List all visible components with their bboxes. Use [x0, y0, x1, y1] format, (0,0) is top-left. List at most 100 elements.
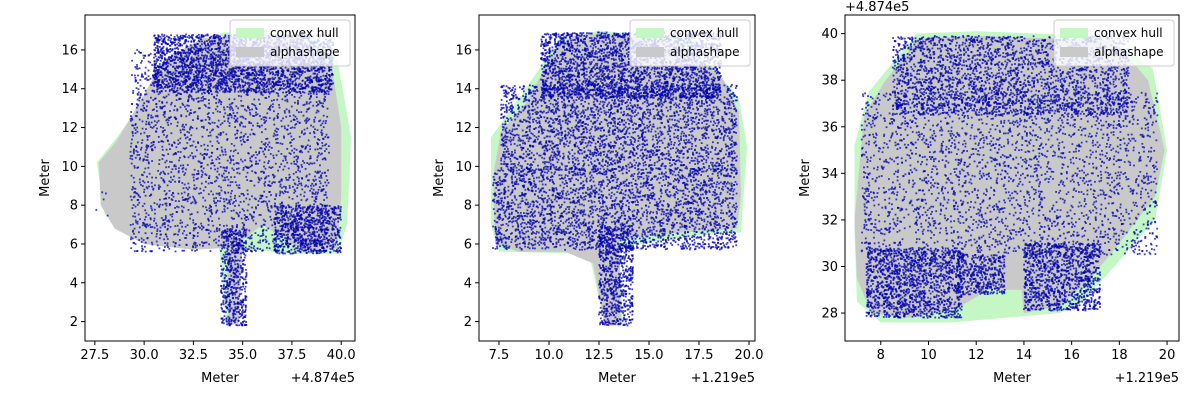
data-point	[146, 223, 149, 226]
data-point	[151, 149, 153, 152]
data-point	[199, 71, 202, 73]
data-point	[157, 186, 160, 189]
data-point	[153, 67, 156, 69]
data-point	[179, 137, 182, 140]
data-point	[215, 84, 217, 87]
data-point	[240, 217, 243, 220]
data-point	[249, 74, 252, 77]
data-point	[130, 199, 133, 201]
data-point	[170, 49, 173, 52]
data-point	[280, 74, 283, 77]
data-point	[320, 129, 323, 132]
data-point	[242, 227, 245, 230]
data-point	[177, 233, 179, 236]
data-point	[164, 193, 167, 196]
data-point	[175, 89, 178, 92]
data-point	[158, 63, 161, 65]
data-point	[303, 191, 306, 194]
data-point	[252, 124, 254, 127]
data-point	[154, 55, 157, 58]
data-point	[297, 101, 299, 104]
data-point	[102, 198, 105, 201]
data-point	[275, 127, 278, 130]
data-point	[195, 91, 198, 94]
data-point	[193, 242, 195, 245]
data-point	[168, 204, 171, 207]
data-point	[326, 196, 328, 199]
data-point	[162, 105, 164, 108]
data-point	[226, 139, 229, 141]
data-point	[239, 89, 242, 92]
data-point	[147, 69, 150, 72]
data-point	[306, 108, 309, 111]
data-point	[323, 69, 326, 72]
data-point	[159, 54, 162, 57]
data-point	[201, 82, 203, 85]
data-point	[186, 164, 189, 166]
data-point	[134, 156, 137, 159]
data-point	[156, 65, 159, 67]
data-point	[317, 154, 320, 157]
data-point	[156, 88, 158, 91]
data-point	[143, 181, 146, 184]
data-point	[245, 74, 248, 77]
data-point	[271, 182, 273, 185]
data-point	[138, 178, 141, 181]
data-point	[193, 228, 196, 230]
data-point	[200, 36, 203, 38]
data-point	[222, 153, 225, 156]
data-point	[150, 96, 152, 99]
data-point	[140, 241, 143, 243]
data-point	[209, 131, 212, 134]
data-point	[140, 61, 142, 64]
data-point	[202, 196, 205, 199]
data-point	[149, 218, 152, 221]
data-point	[190, 34, 193, 37]
data-point	[157, 75, 160, 78]
data-point	[234, 71, 237, 74]
data-point	[318, 78, 320, 80]
data-point	[179, 65, 181, 68]
data-point	[169, 44, 171, 47]
data-point	[272, 103, 274, 106]
data-point	[251, 250, 253, 253]
data-point	[272, 78, 274, 81]
data-point	[273, 78, 276, 80]
data-point	[294, 79, 296, 82]
data-point	[185, 40, 188, 42]
data-point	[242, 116, 245, 119]
data-point	[296, 69, 299, 71]
data-point	[199, 227, 201, 229]
data-point	[180, 59, 183, 62]
data-point	[273, 175, 276, 178]
data-point	[150, 181, 153, 184]
data-point	[241, 68, 244, 71]
data-point	[172, 58, 175, 61]
data-point	[181, 225, 183, 228]
data-point	[259, 115, 261, 117]
data-point	[156, 110, 158, 112]
data-point	[295, 91, 298, 93]
data-point	[163, 133, 165, 136]
data-point	[136, 49, 139, 51]
data-point	[197, 60, 200, 63]
data-point	[197, 39, 200, 42]
data-point	[243, 228, 246, 231]
data-point	[151, 243, 154, 246]
data-point	[192, 237, 195, 239]
data-point	[306, 67, 309, 70]
data-point	[314, 72, 316, 75]
data-point	[275, 154, 278, 157]
data-point	[257, 204, 259, 206]
data-point	[264, 148, 266, 151]
data-point	[231, 248, 234, 250]
data-point	[298, 90, 301, 93]
data-point	[153, 125, 155, 128]
data-point	[178, 98, 180, 101]
data-point	[258, 152, 260, 155]
data-point	[312, 72, 315, 75]
data-point	[269, 210, 272, 213]
data-point	[193, 59, 196, 61]
data-point	[181, 65, 184, 68]
data-point	[219, 166, 222, 168]
